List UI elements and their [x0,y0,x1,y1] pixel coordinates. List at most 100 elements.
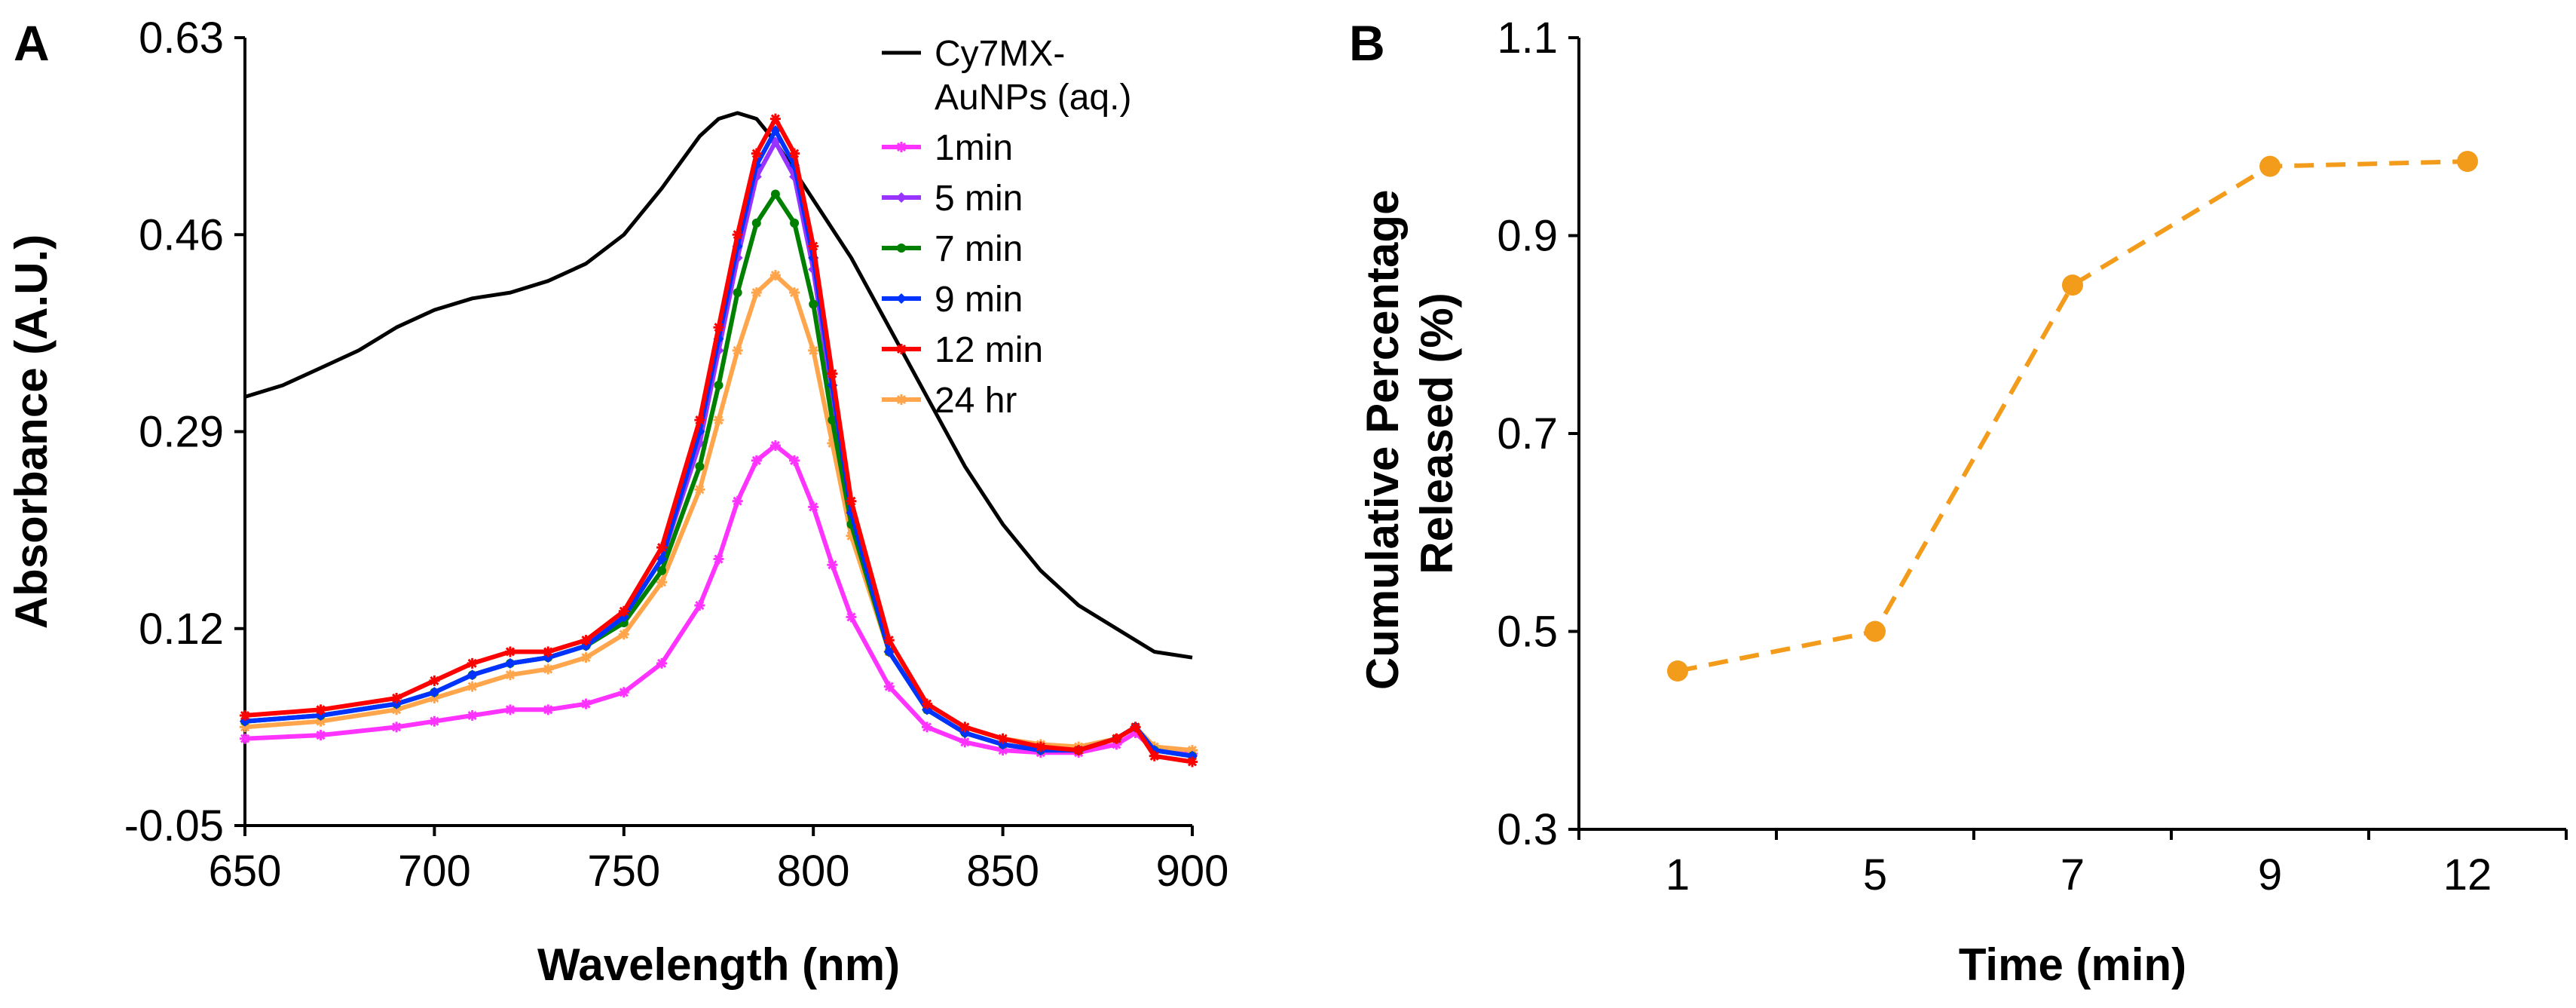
panel-b-y-tick-label: 0.3 [1497,805,1558,854]
panel-a-data-point [315,715,326,727]
panel-a-data-point [694,600,705,611]
panel-b-plot-area: 0.3 0.5 0.7 0.9 1.1 1 5 7 9 12 [1497,14,2568,899]
panel-a-data-point [429,715,440,727]
panel-a-y-tick-label: 0.63 [139,14,224,63]
panel-b-x-tick-label: 12 [2443,850,2492,899]
panel-a-legend-label: 24 hr [935,381,1017,421]
panel-a-data-point [1035,741,1046,752]
panel-b-series [1667,151,2478,682]
panel-a-legend-marker [896,192,907,203]
panel-a-data-point [656,657,668,669]
panel-a-x-axis-title: Wavelength (nm) [537,939,900,990]
panel-a-data-point [656,553,668,565]
panel-a-x-tick-label: 850 [966,847,1039,896]
panel-a-data-point [543,704,554,715]
panel-a-series-line [244,139,1193,758]
panel-a-data-point [657,565,667,575]
panel-b-x-tick-label: 1 [1666,850,1690,899]
panel-a-legend: Cy7MX-AuNPs (aq.) 1min 5 min 7 min 9 min 12 m… [882,34,1131,421]
panel-a-y-tick-label: 0.46 [139,210,224,259]
panel-a-legend-marker [897,244,906,253]
panel-a-series-line [244,116,1193,764]
panel-a-data-point [504,669,516,681]
panel-a-y-tick-label: -0.05 [124,801,224,850]
panel-a-data-point [790,218,800,228]
panel-a-y-tick-label: 0.29 [139,408,224,457]
panel-a-data-point [789,455,800,466]
panel-a-data-point [1187,745,1198,756]
panel-a-data-point [580,635,592,646]
panel-a-data-point [315,730,326,741]
panel-a-data-point [732,345,743,356]
panel-a-data-point [883,635,895,646]
panel-a-data-point [959,722,971,733]
panel-a-data-point [543,646,554,657]
panel-b-data-point [1865,620,1886,642]
panel-a-data-point [1111,739,1122,750]
panel-a-data-point [695,461,705,471]
panel-a-data-point [751,287,762,299]
panel-b-y-axis-title-line-1: Cumulative Percentage [1357,190,1408,691]
panel-a-data-point [656,577,668,588]
panel-a-data-point [315,704,326,715]
panel-a-legend-label: 7 min [935,229,1023,269]
panel-a-letter: A [14,15,50,71]
panel-a-series-3 [240,189,1197,761]
panel-a-data-point [713,553,724,565]
panel-b-y-tick-label: 1.1 [1497,14,1558,63]
panel-a-series-0 [244,111,1193,660]
panel-a-data-point [808,501,819,513]
panel-a-data-point [883,681,895,692]
panel-a-series-line [244,191,1193,758]
panel-b-series-line [1677,159,2468,673]
panel-a-data-point [809,299,818,309]
panel-a-legend-marker [896,394,907,405]
panel-a-data-point [1130,728,1141,739]
panel-a-data-point [467,669,478,681]
panel-a-data-point [240,710,250,722]
panel-a-data-point [1187,756,1198,767]
panel-a-y-tick-label: 0.12 [139,605,224,654]
panel-a-data-point [1073,745,1085,756]
panel-a-data-point [429,692,440,703]
panel-a-data-point [770,189,780,199]
panel-a-data-point [694,415,705,426]
panel-a-data-point [827,368,838,379]
panel-a-series-2 [240,136,1198,761]
panel-a-data-point [580,698,592,709]
panel-a-data-point [1149,750,1160,761]
panel-a-legend-label: AuNPs (aq.) [935,78,1131,118]
panel-b-x-tick-label: 9 [2258,850,2282,899]
panel-a-data-point [1111,733,1122,744]
panel-a-data-point [694,484,705,495]
panel-a-y-axis-title: Absorbance (A.U.) [6,234,57,629]
panel-a-legend-marker [896,142,907,152]
panel-a-data-point [429,675,440,686]
panel-a-data-point [827,559,838,571]
panel-a-data-point [883,646,895,657]
panel-b-data-point [2259,155,2281,177]
panel-a-legend-label: 5 min [935,179,1023,219]
panel-a-data-point [751,455,762,466]
panel-a-data-point [504,704,516,715]
panel-a-data-point [504,657,516,669]
panel-a-data-point [846,530,857,541]
panel-a-data-point [732,229,743,241]
panel-a-data-point [922,722,933,733]
panel-b-y-tick-label: 0.7 [1497,409,1558,458]
panel-a-data-point [240,722,250,733]
panel-a-data-point [789,287,800,299]
panel-a-legend-label: 12 min [935,330,1043,370]
panel-b-y-axis-title-line-2: Released (%) [1412,293,1462,574]
panel-a-data-point [467,657,478,669]
panel-a-data-point [846,495,857,507]
panel-a-data-point [808,241,819,252]
panel-a-data-point [808,345,819,356]
panel-a-legend-marker [896,293,907,304]
panel-a-data-point [714,381,724,391]
panel-b-x-tick-label: 7 [2060,850,2085,899]
panel-a-data-point [827,437,838,449]
panel-a-data-point [769,270,781,281]
panel-b-data-point [1667,660,1688,682]
panel-a-data-point [467,710,478,722]
